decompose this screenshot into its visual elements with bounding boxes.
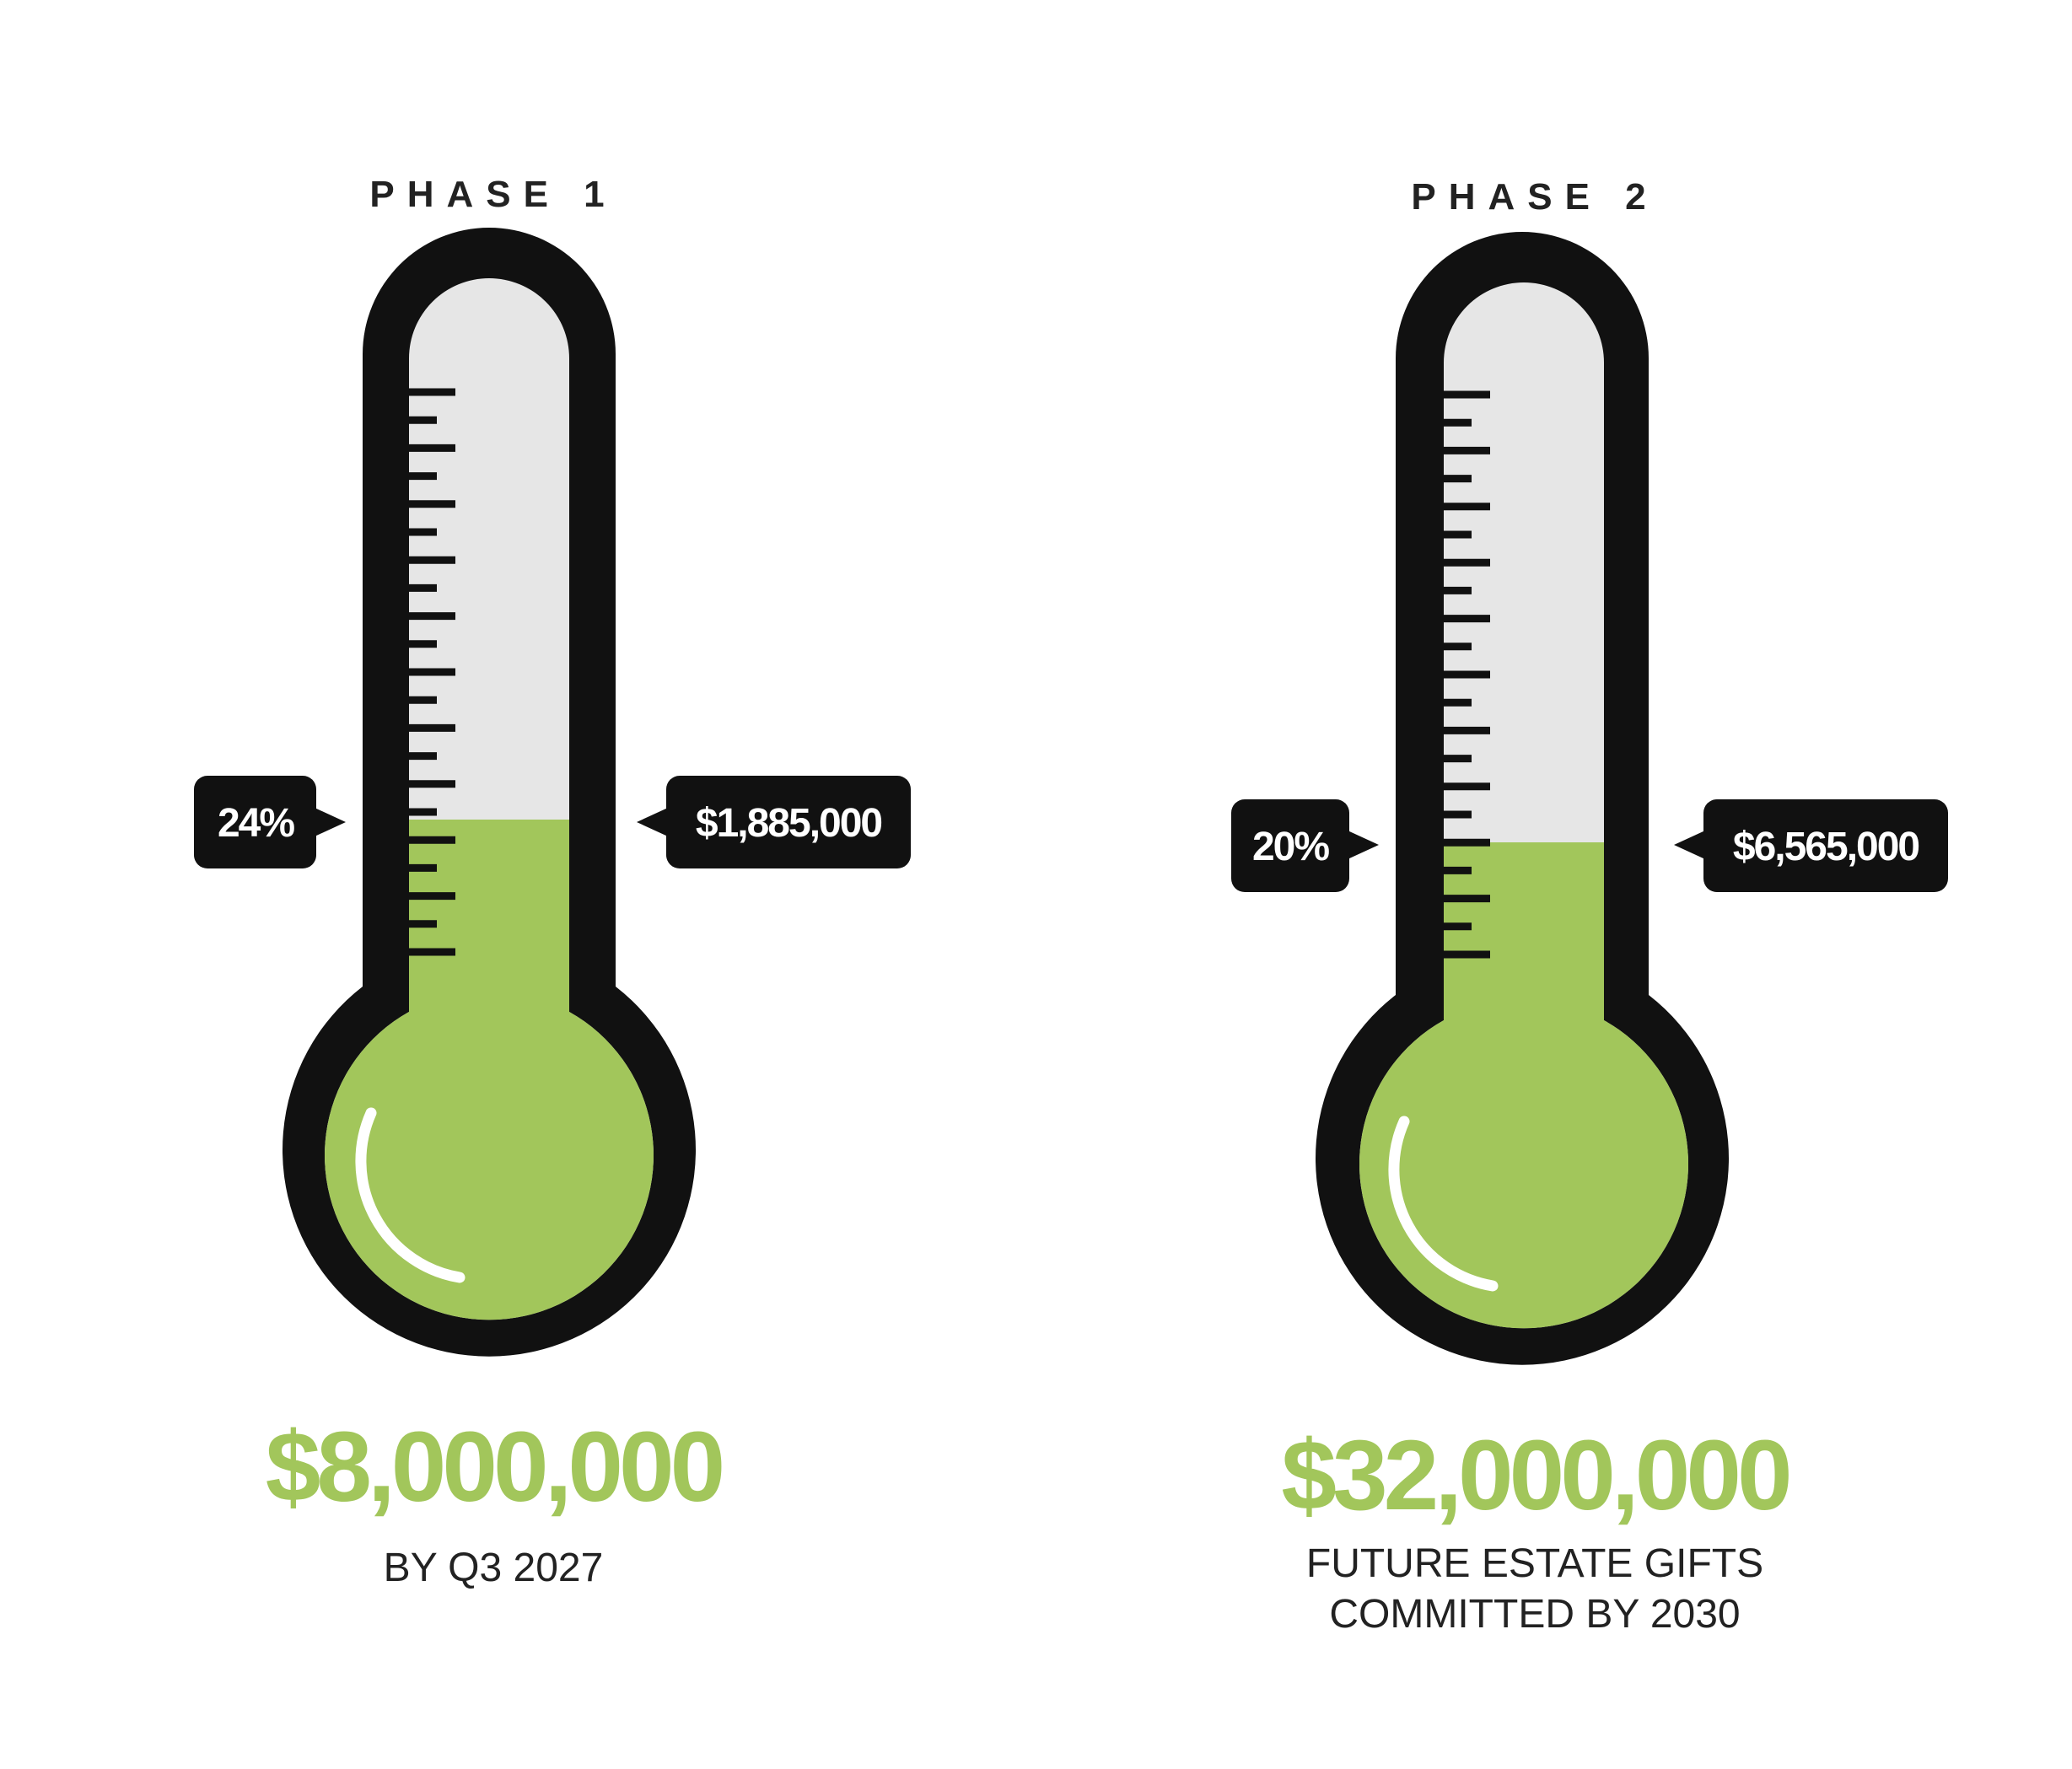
goal-amount: $8,000,000 — [266, 1411, 722, 1523]
raised-badge: $6,565,000 — [1674, 799, 1948, 892]
percent-label: 24% — [218, 801, 294, 846]
caption-line-2: COMMITTED BY 2030 — [1329, 1592, 1740, 1637]
tick-marks — [409, 388, 455, 956]
caption-line-1: BY Q3 2027 — [384, 1546, 604, 1590]
raised-amount-label: $1,885,000 — [696, 801, 882, 846]
thermometer-phase-2: PHASE 2 20% $6,565,000 $32,000,000 FUTUR… — [1231, 176, 1948, 1637]
phase-title: PHASE 2 — [1411, 176, 1658, 218]
bulb-highlight — [1388, 1116, 1499, 1292]
phase-title: PHASE 1 — [369, 174, 616, 215]
raised-amount-label: $6,565,000 — [1733, 825, 1919, 869]
tick-marks — [1444, 390, 1490, 959]
thermometer-phase-1: PHASE 1 24% $1,885,000 $8,000,000 BY Q3 … — [194, 174, 911, 1590]
raised-badge: $1,885,000 — [637, 776, 911, 868]
percent-badge: 24% — [194, 776, 346, 868]
bulb-highlight — [355, 1107, 466, 1283]
caption-line-1: FUTURE ESTATE GIFTS — [1306, 1541, 1763, 1586]
percent-badge: 20% — [1231, 799, 1379, 892]
percent-label: 20% — [1252, 825, 1329, 869]
goal-amount: $32,000,000 — [1281, 1420, 1789, 1531]
